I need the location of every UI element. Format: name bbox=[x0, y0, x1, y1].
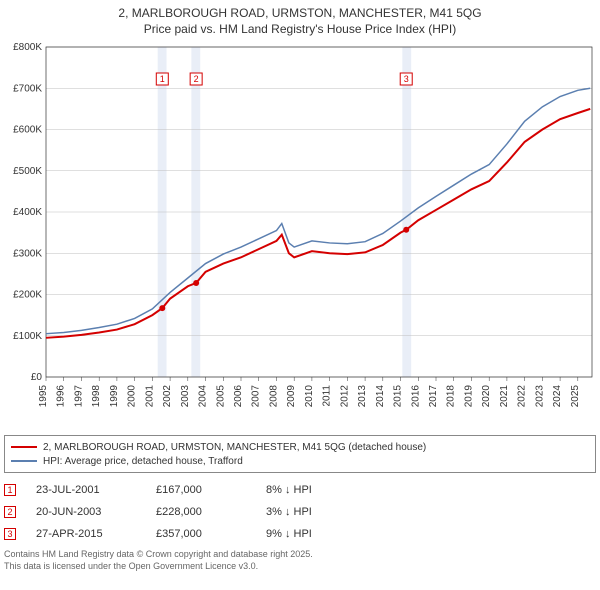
chart-svg: £0 £100K £200K £300K £400K £500K £600K £700K £80… bbox=[4, 39, 596, 429]
sale-point bbox=[159, 305, 165, 311]
sale-point bbox=[403, 227, 409, 233]
x-tick-label: 2011 bbox=[322, 385, 333, 407]
x-tick-label: 2015 bbox=[393, 385, 404, 408]
y-tick-label: £300K bbox=[13, 248, 42, 259]
series-hpi bbox=[46, 88, 590, 333]
x-tick-label: 2007 bbox=[251, 385, 262, 408]
sale-date: 27-APR-2015 bbox=[36, 528, 136, 540]
x-tick-label: 2009 bbox=[286, 385, 297, 408]
legend-swatch bbox=[11, 460, 37, 462]
x-tick-label: 2002 bbox=[162, 385, 173, 408]
sale-price: £167,000 bbox=[156, 484, 246, 496]
sale-row: 2 20-JUN-2003 £228,000 3% ↓ HPI bbox=[4, 501, 596, 523]
x-tick-label: 2025 bbox=[570, 385, 581, 408]
sale-point bbox=[193, 280, 199, 286]
title-line2: Price paid vs. HM Land Registry's House … bbox=[4, 22, 596, 38]
x-tick-label: 2001 bbox=[144, 385, 155, 408]
x-tick-label: 2014 bbox=[375, 385, 386, 408]
x-tick-label: 2019 bbox=[463, 385, 474, 408]
x-tick-label: 1998 bbox=[91, 385, 102, 408]
x-tick-label: 2023 bbox=[534, 385, 545, 408]
sale-marker-label: 1 bbox=[160, 74, 165, 84]
x-tick-label: 2004 bbox=[198, 385, 209, 408]
legend-label: HPI: Average price, detached house, Traf… bbox=[43, 456, 243, 467]
sale-marker-label: 2 bbox=[194, 74, 199, 84]
x-tick-label: 2008 bbox=[268, 385, 279, 408]
legend-row: HPI: Average price, detached house, Traf… bbox=[11, 454, 589, 468]
x-tick-label: 1996 bbox=[56, 385, 67, 408]
y-tick-label: £800K bbox=[13, 42, 42, 53]
footer-credits: Contains HM Land Registry data © Crown c… bbox=[4, 549, 596, 572]
y-tick-label: £500K bbox=[13, 166, 42, 177]
x-tick-label: 2006 bbox=[233, 385, 244, 408]
x-tick-label: 2013 bbox=[357, 385, 368, 408]
y-tick-label: £0 bbox=[31, 372, 43, 383]
y-tick-label: £200K bbox=[13, 290, 42, 301]
legend-row: 2, MARLBOROUGH ROAD, URMSTON, MANCHESTER… bbox=[11, 440, 589, 454]
title-line1: 2, MARLBOROUGH ROAD, URMSTON, MANCHESTER… bbox=[4, 6, 596, 22]
legend-swatch bbox=[11, 446, 37, 448]
y-tick-label: £400K bbox=[13, 207, 42, 218]
sale-delta: 9% ↓ HPI bbox=[266, 528, 346, 540]
sale-price: £228,000 bbox=[156, 506, 246, 518]
y-tick-label: £100K bbox=[13, 331, 42, 342]
x-tick-label: 1995 bbox=[38, 385, 49, 408]
chart-title: 2, MARLBOROUGH ROAD, URMSTON, MANCHESTER… bbox=[0, 0, 600, 39]
x-tick-label: 2018 bbox=[446, 385, 457, 408]
sale-marker-icon: 3 bbox=[4, 528, 16, 540]
x-tick-label: 2003 bbox=[180, 385, 191, 408]
sale-marker-icon: 1 bbox=[4, 484, 16, 496]
y-tick-label: £600K bbox=[13, 125, 42, 136]
x-tick-label: 2012 bbox=[339, 385, 350, 408]
footer-line1: Contains HM Land Registry data © Crown c… bbox=[4, 549, 596, 561]
sale-row: 3 27-APR-2015 £357,000 9% ↓ HPI bbox=[4, 523, 596, 545]
x-tick-label: 2017 bbox=[428, 385, 439, 408]
sale-price: £357,000 bbox=[156, 528, 246, 540]
sale-marker-icon: 2 bbox=[4, 506, 16, 518]
x-tick-label: 2016 bbox=[410, 385, 421, 408]
sales-table: 1 23-JUL-2001 £167,000 8% ↓ HPI 2 20-JUN-2003… bbox=[4, 479, 596, 545]
x-tick-label: 2024 bbox=[552, 385, 563, 408]
x-tick-label: 2021 bbox=[499, 385, 510, 408]
x-tick-label: 1999 bbox=[109, 385, 120, 408]
series-price_paid bbox=[46, 109, 590, 338]
sale-row: 1 23-JUL-2001 £167,000 8% ↓ HPI bbox=[4, 479, 596, 501]
legend-box: 2, MARLBOROUGH ROAD, URMSTON, MANCHESTER… bbox=[4, 435, 596, 473]
x-tick-label: 2000 bbox=[127, 385, 138, 408]
chart-area: £0 £100K £200K £300K £400K £500K £600K £700K £80… bbox=[4, 39, 596, 429]
x-tick-label: 2005 bbox=[215, 385, 226, 408]
sale-delta: 8% ↓ HPI bbox=[266, 484, 346, 496]
legend-label: 2, MARLBOROUGH ROAD, URMSTON, MANCHESTER… bbox=[43, 442, 426, 453]
sale-marker-label: 3 bbox=[404, 74, 409, 84]
footer-line2: This data is licensed under the Open Gov… bbox=[4, 561, 596, 573]
x-tick-label: 2010 bbox=[304, 385, 315, 408]
x-tick-label: 2022 bbox=[517, 385, 528, 408]
y-tick-label: £700K bbox=[13, 83, 42, 94]
sale-delta: 3% ↓ HPI bbox=[266, 506, 346, 518]
x-tick-label: 2020 bbox=[481, 385, 492, 408]
x-tick-label: 1997 bbox=[73, 385, 84, 408]
sale-date: 23-JUL-2001 bbox=[36, 484, 136, 496]
sale-date: 20-JUN-2003 bbox=[36, 506, 136, 518]
